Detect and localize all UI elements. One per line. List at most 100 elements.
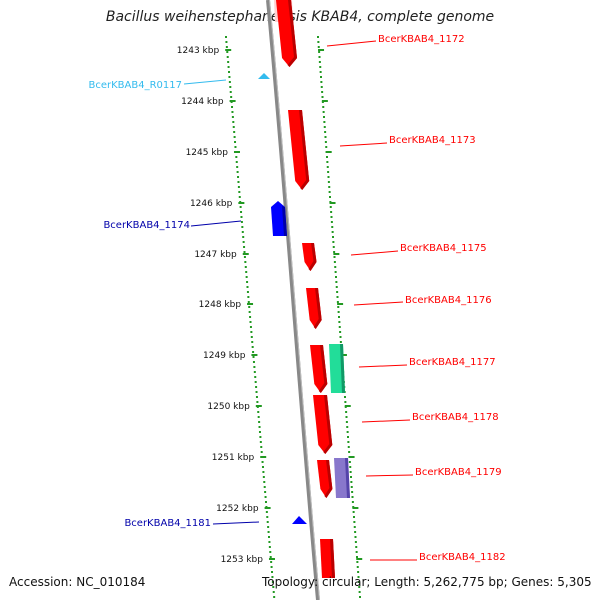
- guide-dot-right: [324, 141, 327, 143]
- tick-mark-right: [340, 354, 347, 356]
- guide-dot-right: [347, 441, 350, 443]
- tick-mark-left: [264, 507, 271, 509]
- feature-1172[interactable]: [276, 0, 298, 67]
- guide-dot-right: [358, 586, 361, 588]
- gene-label-bcerkbab4-1174[interactable]: BcerKBAB4_1174: [103, 220, 190, 231]
- guide-dot-left: [234, 146, 237, 148]
- guide-dot-right: [356, 556, 358, 558]
- guide-dot-right: [354, 536, 357, 538]
- gene-label-bcerkbab4-1176[interactable]: BcerKBAB4_1176: [405, 295, 492, 306]
- tick-mark-right: [352, 507, 359, 509]
- guide-dot-left: [271, 576, 274, 578]
- feature-r0117[interactable]: [258, 73, 270, 79]
- guide-dot-right: [347, 446, 350, 448]
- guide-dot-right: [350, 486, 353, 488]
- guide-dot-right: [346, 431, 349, 433]
- guide-dot-right: [325, 146, 328, 148]
- guide-dot-right: [345, 421, 348, 423]
- guide-dot-left: [246, 281, 249, 283]
- feature-1177[interactable]: [310, 345, 328, 393]
- guide-dot-right: [345, 416, 348, 418]
- gene-label-bcerkbab4-1173[interactable]: BcerKBAB4_1173: [389, 135, 476, 146]
- tick-mark-left: [238, 202, 245, 204]
- guide-dot-left: [272, 586, 275, 588]
- guide-dot-left: [255, 396, 258, 398]
- guide-dot-right: [351, 491, 354, 493]
- dotted-guides: [225, 36, 361, 598]
- feature-1174[interactable]: [271, 201, 287, 236]
- kbp-ticks: 1243 kbp 1244 kbp 1245 kbp 1246 kbp 1247 kbp…: [177, 46, 363, 565]
- genome-summary-text: Topology: circular; Length: 5,262,775 bp…: [262, 575, 592, 589]
- guide-dot-right: [348, 461, 351, 463]
- guide-dot-left: [229, 86, 232, 88]
- guide-dot-left: [259, 441, 262, 443]
- feature-1181[interactable]: [292, 516, 307, 524]
- gene-label-bcerkbab4-1172[interactable]: BcerKBAB4_1172: [378, 34, 465, 45]
- gene-label-bcerkbab4-1181[interactable]: BcerKBAB4_1181: [124, 518, 211, 529]
- guide-dot-right: [354, 541, 357, 543]
- gene-label-bcerkbab4-1175[interactable]: BcerKBAB4_1175: [400, 243, 487, 254]
- feature-1178[interactable]: [313, 395, 333, 454]
- tick-mark-right: [321, 100, 328, 102]
- guide-dot-left: [231, 111, 234, 113]
- guide-dot-right: [337, 311, 340, 313]
- guide-dot-right: [317, 46, 320, 48]
- feature-1176[interactable]: [306, 288, 322, 329]
- gene-features: [258, 0, 350, 578]
- guide-dot-right: [357, 571, 360, 573]
- guide-dot-left: [234, 141, 237, 143]
- guide-dot-left: [268, 546, 271, 548]
- guide-dot-right: [354, 531, 357, 533]
- leader-line-bcerkbab4-1176: [353, 301, 404, 306]
- guide-dot-left: [263, 481, 266, 483]
- guide-dot-right: [324, 136, 327, 138]
- guide-dot-left: [271, 571, 274, 573]
- accession-text: Accession: NC_010184: [9, 575, 146, 589]
- guide-dot-right: [338, 326, 341, 328]
- guide-dot-right: [355, 546, 358, 548]
- feature-1173[interactable]: [288, 110, 310, 190]
- guide-dot-left: [243, 251, 246, 253]
- guide-dot-left: [247, 296, 250, 298]
- guide-dot-left: [265, 511, 268, 513]
- gene-label-bcerkbab4-1179[interactable]: BcerKBAB4_1179: [415, 467, 502, 478]
- tick-mark-right: [333, 253, 340, 255]
- guide-dot-right: [321, 96, 324, 98]
- guide-dot-right: [323, 126, 326, 128]
- gene-label-bcerkbab4-1182[interactable]: BcerKBAB4_1182: [419, 552, 506, 563]
- feature-1179-purple[interactable]: [334, 458, 350, 498]
- guide-dot-right: [328, 191, 331, 193]
- guide-dot-right: [349, 471, 352, 473]
- feature-1182[interactable]: [320, 539, 335, 578]
- guide-dot-right: [333, 261, 336, 263]
- gene-label-bcerkbab4-r0117[interactable]: BcerKBAB4_R0117: [88, 80, 182, 91]
- tick-label: 1248 kbp: [199, 300, 242, 310]
- tick-label: 1245 kbp: [186, 148, 229, 158]
- gene-label-bcerkbab4-1177[interactable]: BcerKBAB4_1177: [409, 357, 496, 368]
- guide-dot-left: [246, 291, 249, 293]
- guide-dot-left: [273, 596, 276, 598]
- guide-dot-left: [231, 106, 234, 108]
- guide-dot-left: [271, 581, 274, 583]
- guide-dot-right: [332, 236, 334, 238]
- tick-mark-left: [260, 456, 267, 458]
- feature-1178-shade: [323, 395, 333, 454]
- feature-1177-teal-shade: [340, 344, 345, 393]
- feature-1175[interactable]: [302, 243, 317, 271]
- guide-dot-left: [228, 76, 231, 78]
- feature-1179[interactable]: [317, 460, 333, 498]
- feature-1177-teal[interactable]: [329, 344, 345, 393]
- leader-line-bcerkbab4-1181: [212, 521, 260, 525]
- feature-1173-shade: [299, 110, 310, 190]
- guide-dot-left: [227, 66, 230, 68]
- guide-dot-right: [347, 436, 349, 438]
- tick-mark-right: [318, 49, 325, 51]
- guide-dot-left: [259, 436, 262, 438]
- guide-dot-left: [254, 376, 257, 378]
- tick-mark-right: [356, 558, 363, 560]
- gene-label-bcerkbab4-1178[interactable]: BcerKBAB4_1178: [412, 412, 499, 423]
- guide-dot-left: [250, 336, 253, 338]
- guide-dot-right: [339, 331, 342, 333]
- tick-mark-right: [348, 456, 355, 458]
- guide-dot-left: [233, 131, 236, 133]
